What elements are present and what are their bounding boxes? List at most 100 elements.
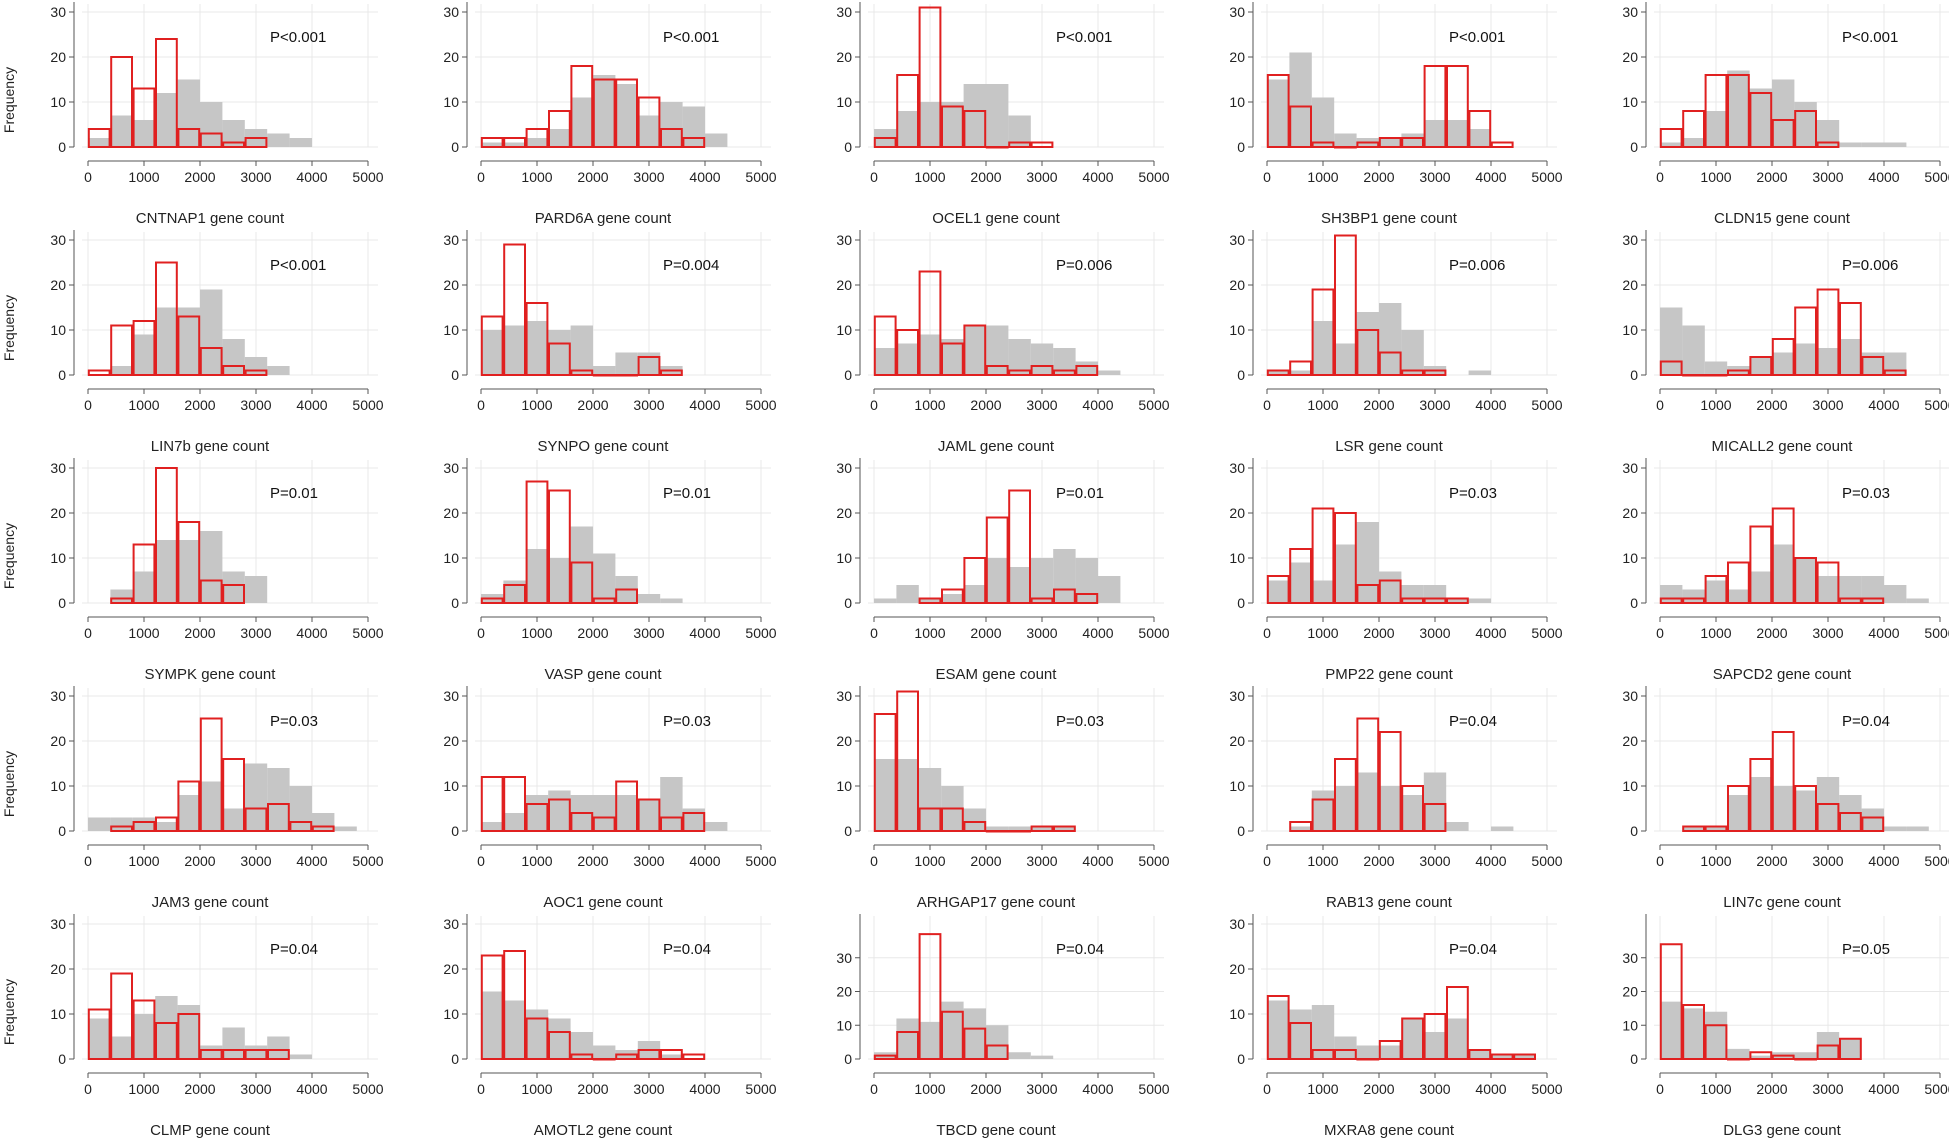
p-value-annotation: P=0.04 xyxy=(1056,941,1104,958)
y-tick-label: 20 xyxy=(836,984,852,1000)
y-tick-label: 10 xyxy=(1229,1006,1245,1022)
red-bar xyxy=(1401,137,1424,148)
gray-bar xyxy=(267,1036,290,1059)
x-tick-label: 4000 xyxy=(1082,1081,1113,1097)
x-tick-label: 4000 xyxy=(689,625,720,641)
x-tick-label: 0 xyxy=(477,169,485,185)
x-tick-label: 0 xyxy=(870,397,878,413)
x-tick-label: 5000 xyxy=(352,169,383,185)
x-tick-label: 3000 xyxy=(1419,397,1450,413)
y-tick-label: 30 xyxy=(50,4,66,20)
x-tick-label: 3000 xyxy=(633,1081,664,1097)
p-value-annotation: P=0.006 xyxy=(1056,257,1113,274)
p-value-annotation: P=0.004 xyxy=(663,257,720,274)
gray-bar xyxy=(1468,129,1491,147)
y-tick-label: 20 xyxy=(443,277,459,293)
red-bar xyxy=(1839,302,1862,376)
red-bar xyxy=(503,584,526,604)
gray-bar xyxy=(1727,795,1750,831)
x-axis-label: CNTNAP1 gene count xyxy=(135,210,285,227)
y-tick-label: 10 xyxy=(50,322,66,338)
red-bar xyxy=(548,798,571,832)
red-bar xyxy=(1266,369,1290,376)
x-tick-label: 0 xyxy=(1263,397,1271,413)
x-tick-label: 1000 xyxy=(128,397,159,413)
gray-bar xyxy=(1682,589,1705,603)
red-bar xyxy=(132,87,156,148)
gray-bar xyxy=(481,142,504,147)
gray-bar xyxy=(1704,111,1728,147)
gray-bar xyxy=(110,115,133,147)
y-tick-label: 10 xyxy=(443,1006,459,1022)
gray-bar xyxy=(1075,361,1098,375)
x-tick-label: 1000 xyxy=(521,397,552,413)
gray-bar xyxy=(941,339,964,375)
p-value-annotation: P=0.04 xyxy=(270,941,318,958)
x-tick-label: 3000 xyxy=(240,853,271,869)
gray-bar xyxy=(1334,786,1357,831)
red-bar xyxy=(1659,943,1683,1060)
x-axis-label: SYNPO gene count xyxy=(537,438,669,455)
gray-bar xyxy=(1839,576,1862,603)
x-tick-label: 2000 xyxy=(970,853,1001,869)
y-tick-label: 0 xyxy=(1630,1051,1638,1067)
gray-bar xyxy=(200,1045,223,1059)
red-bar xyxy=(1401,785,1424,832)
y-tick-label: 0 xyxy=(58,1051,66,1067)
red-bar xyxy=(1794,785,1817,832)
gray-bar xyxy=(110,589,133,603)
gray-bar xyxy=(1749,88,1772,147)
x-tick-label: 1000 xyxy=(1700,625,1731,641)
y-tick-label: 30 xyxy=(1229,460,1245,476)
gray-bar xyxy=(110,366,133,375)
gray-bar xyxy=(1491,826,1514,831)
red-bar xyxy=(592,816,616,832)
gray-bar xyxy=(548,330,571,375)
histogram-svg: 0 10 20 30 0 1000 2000 3000 4000 5000 xyxy=(443,2,777,185)
y-tick-label: 30 xyxy=(1229,688,1245,704)
gray-bar xyxy=(244,1045,268,1059)
gray-bar xyxy=(1030,826,1054,831)
gray-bar xyxy=(1311,321,1335,375)
p-value-annotation: P=0.01 xyxy=(1056,485,1104,502)
red-bar xyxy=(110,324,133,376)
red-bar xyxy=(1883,369,1907,376)
x-axis-label: SAPCD2 gene count xyxy=(1712,666,1852,683)
histogram-svg: 0 10 20 30 0 1000 2000 3000 4000 5000 xyxy=(1229,914,1563,1097)
y-tick-label: 0 xyxy=(1630,595,1638,611)
red-bar xyxy=(1266,74,1290,148)
gray-bar xyxy=(1861,808,1884,831)
gray-bar xyxy=(896,1018,919,1059)
red-bar xyxy=(1311,141,1335,148)
red-bar xyxy=(615,374,638,377)
red-bar xyxy=(244,137,268,148)
p-value-annotation: P=0.04 xyxy=(1449,713,1497,730)
red-bar xyxy=(311,825,335,832)
gray-bar xyxy=(1446,120,1469,147)
red-bar xyxy=(1334,512,1357,604)
x-tick-label: 1000 xyxy=(128,1081,159,1097)
y-tick-label: 0 xyxy=(844,823,852,839)
p-value-annotation: P=0.03 xyxy=(270,713,318,730)
red-bar xyxy=(480,597,504,604)
histogram-svg: 0 10 20 30 0 1000 2000 3000 4000 5000 xyxy=(1229,2,1563,185)
x-axis-label: ARHGAP17 gene count xyxy=(916,894,1076,911)
red-bar xyxy=(941,105,964,148)
y-tick-label: 20 xyxy=(50,49,66,65)
y-tick-label: 0 xyxy=(1237,595,1245,611)
histogram-panel-lsr: 0 10 20 30 0 1000 2000 3000 4000 5000 LSR gene cou… xyxy=(1179,228,1568,455)
gray-bar xyxy=(267,133,290,147)
red-bar xyxy=(1816,1044,1840,1060)
x-tick-label: 1000 xyxy=(128,169,159,185)
x-tick-label: 3000 xyxy=(633,853,664,869)
red-bar xyxy=(1030,597,1054,604)
gray-bar xyxy=(1379,303,1402,375)
x-tick-label: 4000 xyxy=(1475,169,1506,185)
x-tick-label: 0 xyxy=(477,625,485,641)
gray-bar xyxy=(660,598,683,603)
x-tick-label: 4000 xyxy=(1082,397,1113,413)
red-bar xyxy=(1378,137,1402,148)
red-bar xyxy=(1816,561,1840,604)
y-tick-label: 20 xyxy=(1229,277,1245,293)
gray-bar xyxy=(503,1000,526,1059)
